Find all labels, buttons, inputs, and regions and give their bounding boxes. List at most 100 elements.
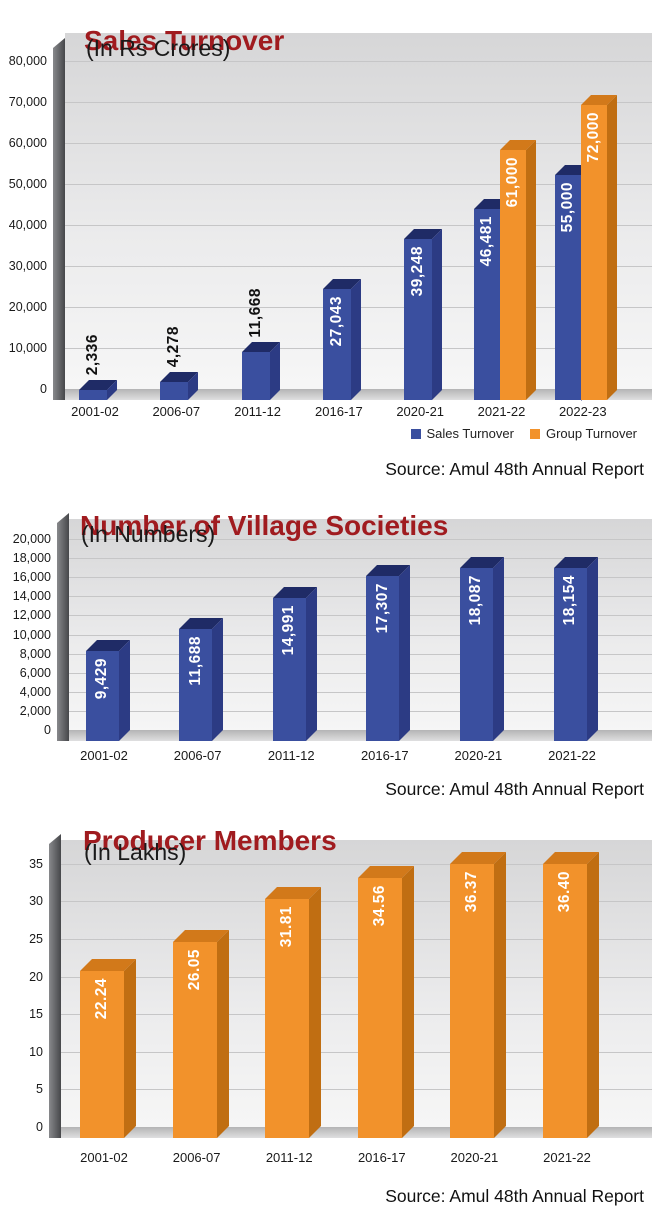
bar-value-label: 14,991 (268, 605, 311, 655)
bar-value-label: 36.37 (445, 871, 499, 912)
legend-label-sales-turnover: Sales Turnover (426, 426, 514, 441)
x-axis-label: 2001-02 (80, 1150, 128, 1165)
bar-value-label: 22.24 (75, 978, 129, 1019)
y-axis-wall (49, 834, 61, 1138)
bar-value-text: 9,429 (93, 657, 110, 700)
chart-subtitle-sales-turnover: (In Rs Crores) (86, 35, 231, 61)
y-axis-label: 10,000 (8, 341, 47, 355)
y-axis-label: 60,000 (8, 136, 47, 150)
x-axis-label: 2021-22 (477, 404, 526, 419)
x-axis-label: 2020-21 (454, 748, 503, 763)
bar-front (580, 104, 607, 400)
y-axis-label: 5 (36, 1082, 43, 1097)
y-axis-wall (57, 513, 69, 741)
y-axis-label: 15 (29, 1007, 43, 1022)
bar-value-label: 18,087 (455, 575, 498, 625)
gridline (65, 143, 652, 144)
legend-swatch-blue-icon (410, 428, 421, 439)
bar-value-text: 18,154 (561, 574, 578, 626)
x-axis-label: 2020-21 (450, 1150, 499, 1165)
x-axis-label: 2020-21 (396, 404, 445, 419)
gridline (61, 863, 652, 865)
x-axis-label: 2016-17 (315, 404, 363, 419)
x-axis-label: 2022-23 (558, 404, 607, 419)
bar-value-text: 61,000 (503, 156, 521, 208)
bar-front (265, 898, 310, 1138)
bar-value-text: 4,278 (165, 326, 183, 368)
y-axis-label: 25 (29, 932, 43, 946)
chart-title-sales-turnover: Sales Turnover (84, 24, 285, 56)
bar-value-label: 4,278 (155, 326, 193, 367)
gridline (61, 901, 652, 903)
legend: Sales Turnover Group Turnover (410, 426, 637, 441)
bar-value-text: 2,336 (84, 334, 101, 376)
y-axis-label: 8,000 (19, 646, 51, 661)
y-axis-wall (53, 38, 65, 400)
bar-front (543, 864, 587, 1138)
bar-value-label: 17,307 (361, 583, 404, 633)
bar-front (322, 289, 351, 400)
bar-front (366, 575, 400, 741)
x-axis-label: 2011-12 (265, 1150, 313, 1165)
x-axis-label: 2021-22 (543, 1150, 591, 1165)
bar-front (85, 650, 119, 741)
y-axis-label: 40,000 (8, 218, 47, 232)
bar-front (450, 864, 495, 1138)
source-note-sales-turnover: Source: Amul 48th Annual Report (385, 459, 644, 479)
bar-value-label: 31.81 (260, 906, 314, 947)
y-axis-label: 16,000 (12, 570, 51, 585)
bar-value-label: 72,000 (576, 112, 612, 162)
y-axis-label: 0 (36, 1120, 43, 1134)
gridline (61, 1014, 652, 1016)
bar-side (269, 342, 280, 400)
gridline (69, 615, 652, 617)
bar-front (553, 567, 587, 741)
gridline (65, 102, 652, 103)
chart-subtitle-village-societies: (In Numbers) (81, 521, 216, 547)
y-axis-label: 0 (40, 382, 47, 396)
bar-front (554, 174, 581, 400)
gridline (61, 1051, 652, 1053)
y-axis-label: 20 (29, 969, 43, 984)
x-axis-label: 2016-17 (360, 748, 409, 763)
bar-value-label: 2,336 (74, 334, 112, 375)
gridline (65, 184, 652, 185)
y-axis-label: 30,000 (8, 259, 47, 273)
bar-front (172, 942, 217, 1138)
bar-front (79, 390, 107, 400)
bar-value-text: 27,043 (327, 296, 345, 347)
bar-front (473, 209, 500, 400)
gridline (69, 691, 652, 693)
x-axis-label: 2001-02 (80, 748, 128, 763)
bar-front (357, 878, 402, 1138)
bar-value-text: 18,087 (467, 575, 485, 626)
legend-item-group-turnover: Group Turnover (529, 426, 637, 441)
bar-front (160, 382, 189, 400)
source-note-village-societies: Source: Amul 48th Annual Report (385, 779, 644, 799)
plot-floor (57, 730, 652, 741)
bar-value-label: 11,688 (174, 636, 217, 686)
bar-value-text: 11,668 (246, 287, 264, 338)
legend-swatch-orange-icon (529, 428, 540, 439)
y-axis-label: 0 (44, 723, 51, 737)
x-axis-label: 2001-02 (71, 404, 119, 419)
bar-value-label: 9,429 (81, 658, 124, 699)
x-axis-label: 2006-07 (172, 1150, 221, 1165)
gridline (65, 225, 652, 226)
x-axis-label: 2016-17 (357, 1150, 406, 1165)
x-axis-label: 2011-12 (234, 404, 281, 419)
y-axis-label: 30 (29, 894, 43, 909)
bar-value-label: 61,000 (495, 157, 531, 207)
bar-value-text: 14,991 (280, 604, 298, 656)
gridline (65, 61, 652, 62)
x-axis-label: 2006-07 (152, 404, 201, 419)
gridline (69, 539, 652, 540)
bar-value-label: 55,000 (550, 182, 586, 232)
y-axis-label: 50,000 (8, 177, 47, 191)
bar-front (80, 970, 124, 1138)
bar-value-text: 39,248 (409, 246, 427, 297)
y-axis-label: 12,000 (12, 608, 51, 623)
y-axis-label: 10 (29, 1044, 43, 1059)
x-axis-label: 2011-12 (267, 748, 315, 763)
